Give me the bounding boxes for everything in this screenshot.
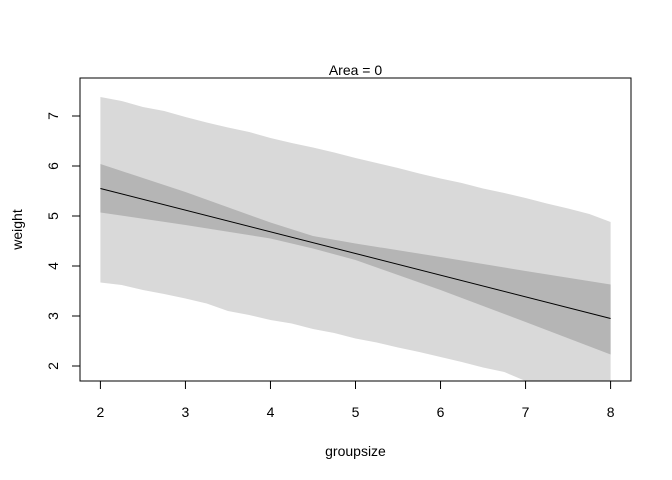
y-tick-label: 3 bbox=[45, 312, 61, 320]
y-axis-title: weight bbox=[9, 209, 25, 251]
mean-line bbox=[100, 188, 611, 319]
mean-interval-band bbox=[100, 164, 611, 355]
y-tick-label: 7 bbox=[45, 112, 61, 120]
x-axis: 2 3 4 5 6 7 8 bbox=[97, 380, 615, 420]
x-tick-label: 8 bbox=[607, 404, 615, 420]
x-tick-label: 5 bbox=[352, 404, 360, 420]
y-tick-label: 5 bbox=[45, 212, 61, 220]
x-tick-label: 2 bbox=[97, 404, 105, 420]
x-axis-title: groupsize bbox=[325, 443, 386, 459]
interval-bands bbox=[100, 97, 611, 381]
y-tick-label: 6 bbox=[45, 162, 61, 170]
mean-line-group bbox=[100, 188, 611, 319]
chart-title: Area = 0 bbox=[329, 62, 383, 78]
x-tick-label: 3 bbox=[182, 404, 190, 420]
y-tick-label: 2 bbox=[45, 362, 61, 370]
y-axis: 2 3 4 5 6 7 bbox=[45, 112, 81, 370]
x-tick-label: 6 bbox=[437, 404, 445, 420]
y-tick-label: 4 bbox=[45, 262, 61, 270]
x-tick-label: 4 bbox=[267, 404, 275, 420]
x-tick-label: 7 bbox=[522, 404, 530, 420]
prediction-interval-band bbox=[100, 97, 611, 381]
